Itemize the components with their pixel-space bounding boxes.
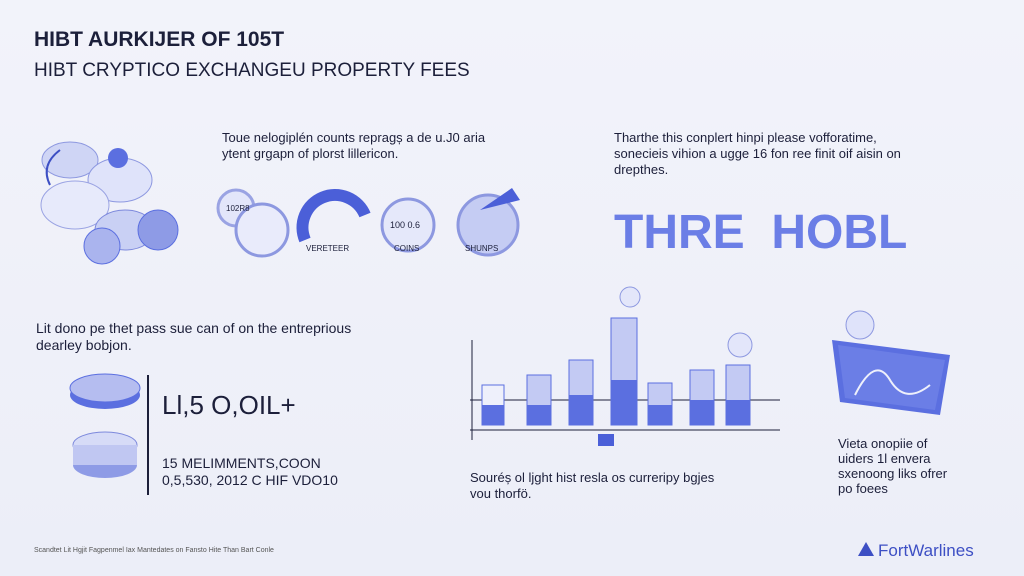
text-line: drepthes. <box>614 162 669 177</box>
text-line: dearley bobjon. <box>36 337 132 353</box>
brand-icon <box>858 542 874 556</box>
big-text: THRE HOBL <box>614 206 908 259</box>
title: HIBT AURKIJER OF 105T <box>34 28 285 51</box>
icon-label: VERETEER <box>306 244 350 253</box>
text-line: po foees <box>838 481 888 496</box>
discs <box>69 373 149 495</box>
stat-big: Ll,5 O,OIL+ <box>162 390 296 420</box>
brand: FortWarlines <box>878 541 974 560</box>
stat-line: 15 MELIMMENTS,COON <box>162 455 321 471</box>
chart-card <box>832 310 950 415</box>
icon-label: 102R8 <box>226 204 250 213</box>
gauges <box>216 188 520 258</box>
text-line: vou thorfö. <box>470 486 532 501</box>
text-line: Souréș ol ljght hist resla os curreripy … <box>470 470 715 485</box>
text-line: uiders 1l envera <box>838 451 931 466</box>
text-line: sonecieis vihion a ugge 16 fon ree finit… <box>614 146 901 161</box>
icon-label: 100 0.6 <box>390 220 421 230</box>
icon-label: SHUNPS <box>465 244 499 253</box>
footer-note: Scandtet Lit Hgjit Fagpenmel Iax Manteda… <box>34 547 274 554</box>
icon-label: COINS <box>394 244 420 253</box>
text-line: Lit dono pe thet pass sue can of on the … <box>36 320 352 336</box>
coin-stack <box>40 141 179 265</box>
stat-line: 0,5,530, 2012 C HIF VDO10 <box>162 472 338 488</box>
text-line: Vieta onopiie of <box>838 436 928 451</box>
text-line: sxenoong liks ofrer <box>838 466 948 481</box>
text-line: Toue nelogiplén counts repragș a de u.J0… <box>222 130 486 145</box>
subtitle: HIBT CRYPTICO EXCHANGEU PROPERTY FEES <box>34 60 470 81</box>
text-line: ytent grgapn of plorst lillericon. <box>222 146 399 161</box>
bar-graphic <box>470 286 780 446</box>
text-line: Tharthe this conplert hinpi please voffo… <box>614 130 877 145</box>
